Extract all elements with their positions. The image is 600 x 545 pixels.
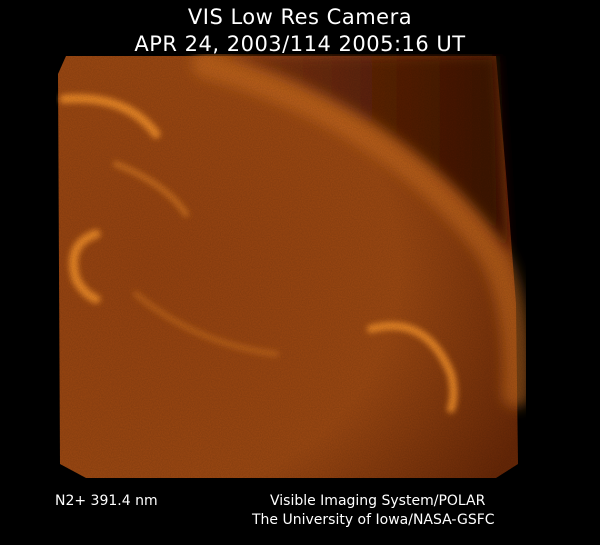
observation-datetime: APR 24, 2003/114 2005:16 UT: [134, 32, 466, 56]
aurora-image: [56, 54, 526, 482]
image-title: VIS Low Res Camera: [187, 5, 413, 29]
filter-wavelength-label: N2+ 391.4 nm: [55, 493, 158, 509]
instrument-label: Visible Imaging System/POLAR: [270, 493, 486, 509]
institution-label: The University of Iowa/NASA-GSFC: [252, 512, 495, 528]
